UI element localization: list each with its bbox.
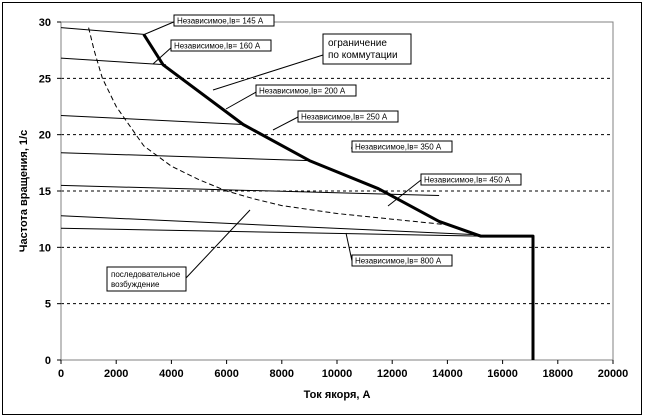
annotation-leader: [152, 45, 174, 65]
x-tick-label: 18000: [543, 368, 574, 380]
annotation-leader: [142, 20, 177, 36]
annotation-box: [106, 266, 187, 292]
x-tick-label: 8000: [270, 368, 294, 380]
series-line-0: [60, 27, 144, 35]
x-tick-label: 12000: [377, 368, 408, 380]
grid-lines: [61, 77, 613, 305]
annotation-label: Независимое,Iв= 160 А: [174, 42, 261, 51]
annotation-label: Независимое,Iв= 200 А: [259, 87, 346, 96]
annotation-label: Независимое,Iв= 800 А: [355, 257, 442, 266]
x-tick-label: 16000: [487, 368, 518, 380]
annotation-box: [297, 110, 399, 123]
x-tick-label: 6000: [214, 368, 238, 380]
y-tick-label: 20: [39, 130, 51, 142]
x-axis-title: Ток якоря, А: [304, 389, 371, 401]
annotation-leader: [387, 179, 422, 207]
series-line-3: [60, 152, 310, 162]
annotation-label: по коммутации: [328, 50, 398, 61]
series-layer: [60, 27, 535, 360]
annotation-box: [322, 33, 412, 65]
annotation-label: Независимое,Iв= 350 А: [355, 143, 442, 152]
series-line-4: [60, 184, 440, 196]
annotation-leader: [345, 232, 353, 262]
x-tick-label: 4000: [159, 368, 183, 380]
annotations: Независимое,Iв= 145 А Независимое,Iв= 160…: [106, 14, 522, 292]
series-line-2: [60, 115, 244, 125]
annotation-box: [170, 39, 272, 52]
x-tick-label: 10000: [322, 368, 353, 380]
y-tick-label: 30: [39, 17, 51, 29]
annotation-label: Независимое,Iв= 250 А: [301, 113, 388, 122]
chart-frame: [2, 2, 642, 415]
y-tick-label: 5: [45, 299, 51, 311]
y-tick-label: 0: [45, 355, 51, 367]
annotation-box: [173, 14, 275, 27]
x-tick-label: 14000: [432, 368, 463, 380]
series-line-1: [60, 57, 166, 66]
y-tick-label: 10: [39, 242, 51, 254]
x-tick-label: 20000: [598, 368, 629, 380]
annotation-box: [351, 254, 453, 267]
x-tick-label: 2000: [104, 368, 128, 380]
annotation-label: ограничение: [328, 38, 387, 49]
annotation-label: Независимое,Iв= 450 А: [424, 176, 511, 185]
annotation-leader: [272, 116, 299, 131]
x-tick-label: 0: [58, 368, 64, 380]
annotation-leader: [185, 209, 251, 279]
annotation-leader: [225, 90, 259, 110]
annotation-box: [255, 84, 357, 97]
y-tick-label: 25: [39, 73, 51, 85]
series-line-7: [142, 33, 535, 360]
annotation-leader: [212, 54, 324, 91]
axis-ticks: 0 2000 4000 6000 8000 10000 12000 14000 16000 180…: [39, 17, 629, 380]
annotation-box: [420, 173, 522, 186]
y-tick-label: 15: [39, 186, 51, 198]
annotation-box: [351, 140, 453, 153]
annotation-label: Независимое,Iв= 145 А: [177, 17, 264, 26]
series-line-5: [60, 215, 481, 236]
y-axis-title: Частота вращения, 1/с: [18, 130, 30, 252]
annotation-label: возбуждение: [111, 280, 160, 289]
series-line-6: [60, 227, 481, 237]
series-line-8: [88, 27, 481, 237]
annotation-label: последовательное: [111, 270, 181, 279]
